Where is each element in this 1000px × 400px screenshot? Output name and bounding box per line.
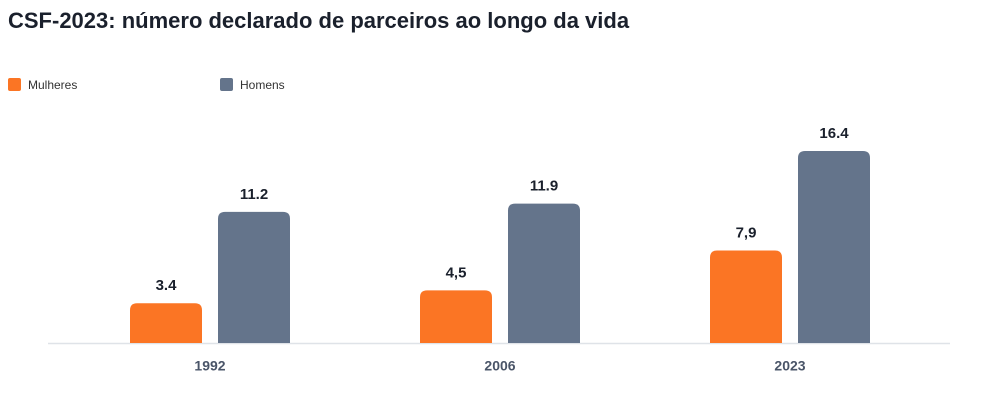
legend-swatch [220, 78, 233, 91]
bar [420, 290, 492, 343]
x-tick-label: 2023 [774, 358, 805, 374]
x-tick-label: 2006 [484, 358, 515, 374]
value-label: 16.4 [819, 125, 849, 142]
bar [710, 250, 782, 343]
bar [130, 303, 202, 343]
value-label: 11.9 [530, 178, 558, 195]
bar [218, 211, 290, 343]
legend-label: Mulheres [28, 78, 77, 92]
value-label: 3.4 [156, 277, 178, 294]
legend-swatch [8, 78, 21, 91]
bar [798, 151, 870, 343]
value-label: 4,5 [446, 264, 467, 281]
legend-label: Homens [240, 78, 285, 92]
chart-title: CSF-2023: número declarado de parceiros … [8, 8, 630, 33]
value-label: 7,9 [736, 224, 757, 241]
bar [508, 203, 580, 343]
x-tick-label: 1992 [194, 358, 225, 374]
value-label: 11.2 [240, 186, 268, 203]
